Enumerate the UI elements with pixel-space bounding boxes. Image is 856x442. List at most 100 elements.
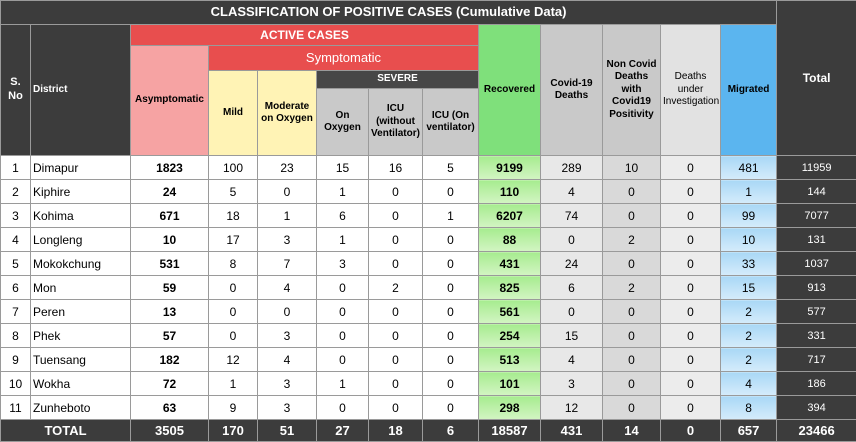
header-total: Total <box>777 1 856 156</box>
cell: 2 <box>721 348 777 372</box>
cell: 0 <box>317 276 369 300</box>
header-icu-without: ICU (without Ventilator) <box>369 89 423 156</box>
cell: 0 <box>661 372 721 396</box>
cell: 3 <box>258 228 317 252</box>
cell: 5 <box>423 156 479 180</box>
cell: 577 <box>777 300 856 324</box>
cell: 15 <box>721 276 777 300</box>
cell: 0 <box>541 228 603 252</box>
cell: 0 <box>423 396 479 420</box>
cell: 0 <box>423 348 479 372</box>
cell: 0 <box>317 300 369 324</box>
total-cell: 51 <box>258 420 317 442</box>
cell: 59 <box>131 276 209 300</box>
header-active: ACTIVE CASES <box>131 25 479 46</box>
cell: 0 <box>317 396 369 420</box>
cell: 11 <box>1 396 31 420</box>
cell: 0 <box>603 372 661 396</box>
cell: Zunheboto <box>31 396 131 420</box>
cell: 0 <box>661 180 721 204</box>
cell: 8 <box>721 396 777 420</box>
cell: 0 <box>423 180 479 204</box>
cell: 1 <box>423 204 479 228</box>
cell: Mon <box>31 276 131 300</box>
cell: 513 <box>479 348 541 372</box>
cell: 0 <box>209 300 258 324</box>
cell: 8 <box>209 252 258 276</box>
cell: 4 <box>1 228 31 252</box>
cell: 182 <box>131 348 209 372</box>
cell: 0 <box>369 228 423 252</box>
total-cell: 18 <box>369 420 423 442</box>
header-district: District <box>31 25 131 156</box>
cell: 100 <box>209 156 258 180</box>
cell: 1037 <box>777 252 856 276</box>
cell: 0 <box>423 324 479 348</box>
cell: 5 <box>209 180 258 204</box>
cell: 0 <box>209 324 258 348</box>
header-recovered: Recovered <box>479 25 541 156</box>
cell: 481 <box>721 156 777 180</box>
cell: 15 <box>541 324 603 348</box>
cell: 2 <box>721 324 777 348</box>
cell: 2 <box>603 276 661 300</box>
cell: 0 <box>603 348 661 372</box>
cell: 289 <box>541 156 603 180</box>
cell: 2 <box>603 228 661 252</box>
cell: 561 <box>479 300 541 324</box>
cell: 8 <box>1 324 31 348</box>
cell: 9 <box>1 348 31 372</box>
cell: 10 <box>131 228 209 252</box>
cell: Tuensang <box>31 348 131 372</box>
cell: 3 <box>541 372 603 396</box>
cell: 1 <box>721 180 777 204</box>
cell: 99 <box>721 204 777 228</box>
cell: 0 <box>317 348 369 372</box>
cell: 10 <box>1 372 31 396</box>
cell: 913 <box>777 276 856 300</box>
total-cell: 657 <box>721 420 777 442</box>
cell: 1 <box>1 156 31 180</box>
cell: 0 <box>603 252 661 276</box>
cell: 1 <box>317 180 369 204</box>
cell: 1 <box>317 372 369 396</box>
cell: 0 <box>369 180 423 204</box>
cell: Wokha <box>31 372 131 396</box>
cell: 2 <box>721 300 777 324</box>
cell: 825 <box>479 276 541 300</box>
cell: 2 <box>369 276 423 300</box>
header-moderate: Moderate on Oxygen <box>258 71 317 156</box>
cell: 5 <box>1 252 31 276</box>
cell: 1823 <box>131 156 209 180</box>
cell: 15 <box>317 156 369 180</box>
header-severe: SEVERE <box>317 71 479 89</box>
cell: 12 <box>209 348 258 372</box>
header-icu-on: ICU (On ventilator) <box>423 89 479 156</box>
cell: 0 <box>369 396 423 420</box>
cell: 0 <box>661 348 721 372</box>
cell: 18 <box>209 204 258 228</box>
cell: 0 <box>258 180 317 204</box>
cell: 1 <box>258 204 317 228</box>
cell: 16 <box>369 156 423 180</box>
cell: 331 <box>777 324 856 348</box>
header-mild: Mild <box>209 71 258 156</box>
cell: 0 <box>317 324 369 348</box>
cell: 3 <box>317 252 369 276</box>
cell: 13 <box>131 300 209 324</box>
cell: 531 <box>131 252 209 276</box>
cell: 144 <box>777 180 856 204</box>
cell: 0 <box>369 300 423 324</box>
header-symptomatic: Symptomatic <box>209 46 479 71</box>
cell: 0 <box>369 204 423 228</box>
header-non-covid: Non Covid Deaths with Covid19 Positivity <box>603 25 661 156</box>
cell: 9 <box>209 396 258 420</box>
